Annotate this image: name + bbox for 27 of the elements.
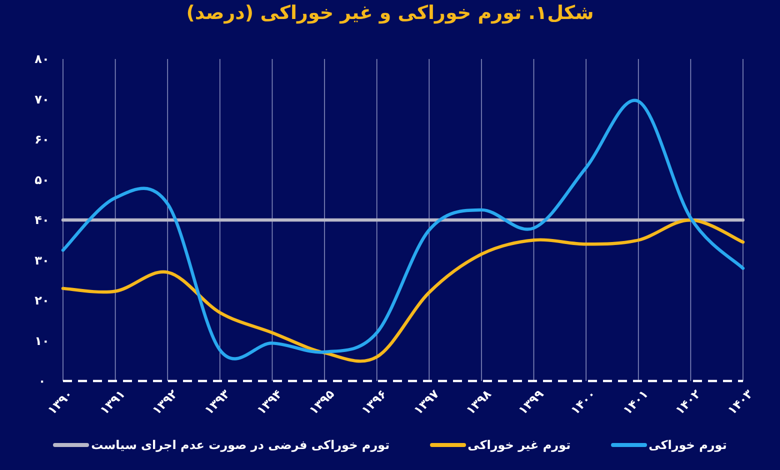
legend-label: تورم خوراکی — [648, 438, 727, 452]
y-tick-label: ۸۰ — [34, 52, 50, 66]
y-tick-label: ۱۰ — [34, 334, 50, 348]
y-tick-label: ۴۰ — [34, 213, 50, 227]
x-tick-label: ۱۴۰۰ — [568, 386, 599, 418]
x-tick-label: ۱۳۹۶ — [358, 386, 390, 418]
y-tick-label: ۰ — [38, 374, 46, 388]
y-tick-label: ۲۰ — [34, 294, 50, 308]
x-tick-label: ۱۳۹۲ — [149, 386, 181, 418]
y-tick-label: ۶۰ — [34, 132, 50, 146]
x-tick-label: ۱۴۰۱ — [620, 386, 651, 418]
legend-label: تورم خوراکی فرضی در صورت عدم اجرای سیاست — [91, 438, 390, 452]
x-tick-label: ۱۴۰۳ — [724, 386, 756, 418]
x-tick-label: ۱۳۹۰ — [44, 386, 76, 418]
x-tick-label: ۱۳۹۳ — [202, 386, 233, 418]
y-tick-label: ۵۰ — [34, 172, 50, 187]
x-tick-label: ۱۴۰۲ — [672, 386, 704, 418]
x-tick-label: ۱۳۹۹ — [516, 386, 547, 418]
y-tick-label: ۷۰ — [34, 92, 50, 106]
chart-title: شکل۱. تورم خوراکی و غیر خوراکی (درصد) — [185, 2, 595, 24]
x-tick-label: ۱۳۹۵ — [306, 386, 338, 418]
x-tick-label: ۱۳۹۸ — [463, 386, 494, 418]
x-tick-label: ۱۳۹۱ — [97, 386, 128, 418]
x-tick-label: ۱۳۹۴ — [254, 386, 285, 418]
x-tick-label: ۱۳۹۷ — [411, 386, 442, 418]
legend-label: تورم غیر خوراکی — [468, 438, 571, 452]
y-tick-label: ۳۰ — [34, 253, 50, 268]
